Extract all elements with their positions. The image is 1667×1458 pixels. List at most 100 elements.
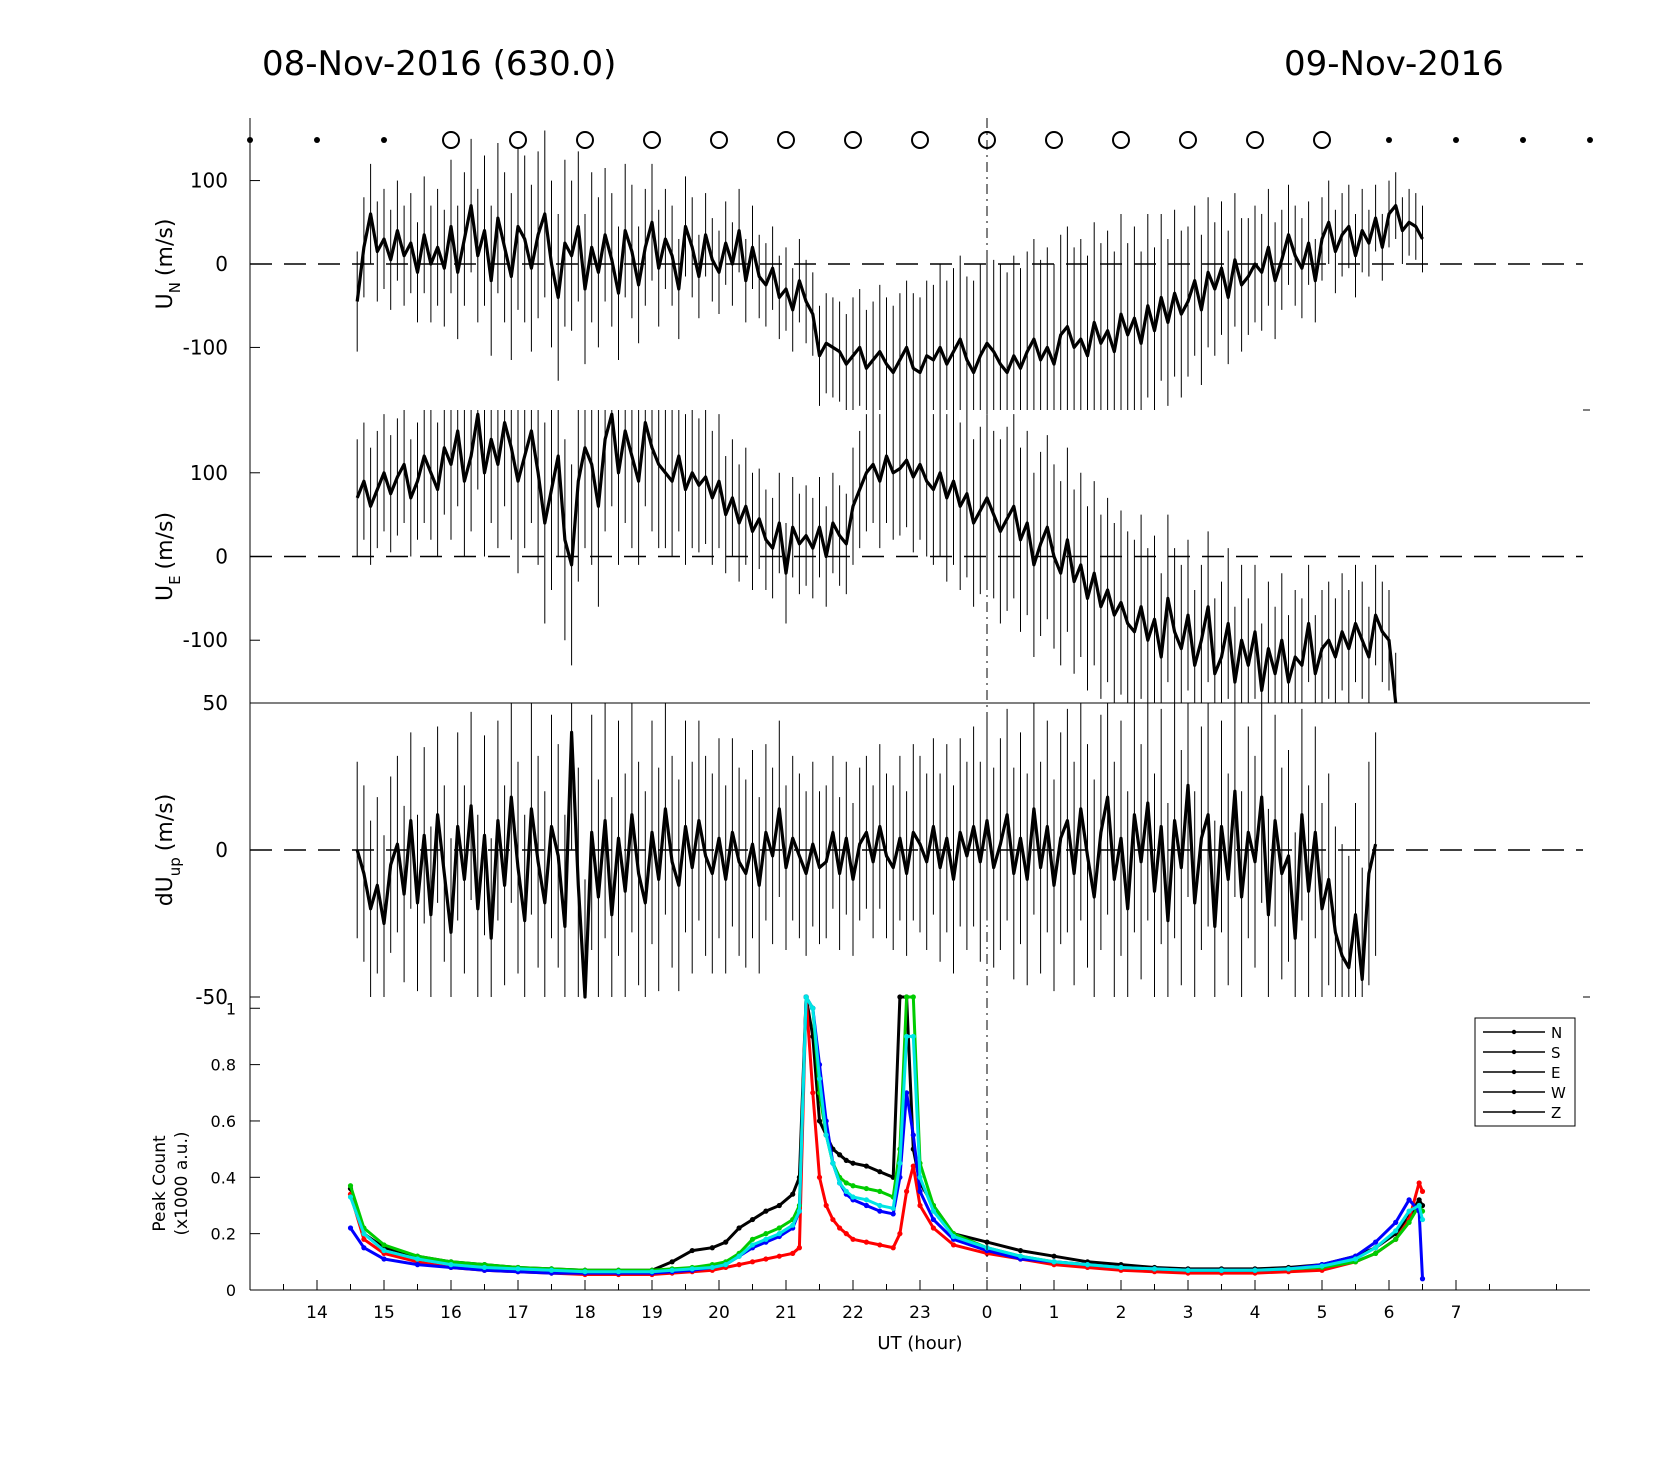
series-point-S <box>749 1259 756 1265</box>
series-point-Z <box>1017 1253 1024 1259</box>
series-point-E <box>776 1225 782 1231</box>
series-point-Z <box>615 1269 622 1275</box>
legend-label: N <box>1551 1024 1562 1042</box>
series-point-N <box>669 1259 675 1265</box>
series-point-N <box>790 1191 796 1197</box>
series-point-E <box>904 994 910 1000</box>
x-tick-label: 7 <box>1451 1303 1462 1323</box>
y-tick-label: 0 <box>215 252 228 276</box>
series-point-Z <box>381 1247 387 1254</box>
series-point-S <box>910 1163 916 1169</box>
legend-swatch-dot <box>1511 1069 1517 1075</box>
x-tick-label: 5 <box>1317 1303 1328 1323</box>
series-point-N <box>749 1216 756 1223</box>
series-point-N <box>897 994 903 1000</box>
series-point-N <box>877 1169 883 1175</box>
y-label-sub: N <box>166 282 184 293</box>
hour-circle-marker <box>442 131 460 149</box>
series-point-N <box>736 1225 742 1231</box>
y-label-sub: E <box>166 575 184 584</box>
series-point-E <box>1373 1250 1379 1256</box>
series-point-W <box>910 1132 916 1138</box>
series-point-S <box>790 1250 796 1256</box>
x-axis-label: UT (hour) <box>877 1333 962 1354</box>
x-tick-label: 23 <box>909 1303 931 1323</box>
series-point-N <box>837 1152 843 1158</box>
series-point-Z <box>763 1236 769 1242</box>
y-axis-label-unit: (x1000 a.u.) <box>172 1132 192 1236</box>
x-tick-label: 20 <box>708 1303 730 1323</box>
y-tick-label: 0.4 <box>211 1168 236 1187</box>
y-tick-label: 0 <box>226 1281 236 1300</box>
legend-swatch-dot <box>1511 1109 1517 1115</box>
series-point-Z <box>669 1267 675 1273</box>
series-point-Z <box>796 1208 803 1214</box>
hour-circle-marker <box>643 131 661 149</box>
series-point-Z <box>1393 1228 1399 1234</box>
hour-circle-marker <box>1313 131 1331 149</box>
series-point-Z <box>843 1188 849 1194</box>
y-axis-label: UN (m/s) <box>153 219 184 310</box>
series-point-Z <box>448 1262 454 1268</box>
series-point-Z <box>1185 1267 1191 1273</box>
hour-circle-marker <box>1179 131 1197 149</box>
series-point-E <box>1393 1236 1399 1242</box>
x-tick-label: 16 <box>440 1303 462 1323</box>
series-point-Z <box>1419 1216 1426 1223</box>
series-line-Z <box>349 995 1424 1274</box>
series-point-S <box>1416 1180 1422 1186</box>
y-label-unit: (m/s) <box>153 512 178 569</box>
x-tick-label: 3 <box>1183 1303 1194 1323</box>
y-axis-label: dUup (m/s) <box>153 794 184 907</box>
series-point-Z <box>347 1194 354 1200</box>
y-label-main: dU <box>153 876 178 906</box>
y-tick-label: -100 <box>183 335 228 359</box>
legend-swatch-dot <box>1511 1029 1517 1035</box>
series-point-Z <box>917 1174 923 1180</box>
y-axis-label: Peak Count <box>150 1135 170 1232</box>
series-point-Z <box>649 1269 655 1275</box>
series-point-S <box>823 1202 829 1209</box>
y-label-main: U <box>153 585 178 601</box>
series-point-N <box>776 1202 782 1209</box>
series-point-N <box>689 1247 695 1254</box>
series-point-S <box>850 1236 856 1242</box>
series-point-Z <box>904 1033 910 1040</box>
series-point-Z <box>736 1253 742 1259</box>
series-point-W <box>381 1256 387 1262</box>
series-point-Z <box>890 1205 896 1211</box>
series-point-E <box>877 1188 883 1194</box>
series-point-Z <box>1252 1267 1258 1273</box>
hour-dot-marker <box>381 137 387 143</box>
hour-dot-marker <box>1587 137 1593 143</box>
series-point-Z <box>950 1233 957 1240</box>
x-tick-label: 6 <box>1384 1303 1395 1323</box>
y-tick-label: 1 <box>226 999 236 1018</box>
series-point-Z <box>823 1132 829 1138</box>
series-point-W <box>361 1245 367 1251</box>
y-tick-label: 0.2 <box>211 1225 236 1244</box>
series-point-N <box>843 1157 849 1164</box>
right-date-title: 09-Nov-2016 <box>1284 44 1504 84</box>
hour-circle-marker <box>1246 131 1264 149</box>
series-point-Z <box>1118 1264 1124 1271</box>
y-tick-label: 50 <box>203 691 228 715</box>
legend-swatch-dot <box>1511 1049 1517 1055</box>
series-point-Z <box>515 1266 521 1272</box>
series-point-Z <box>723 1262 729 1268</box>
series-point-W <box>877 1208 883 1214</box>
series-line-W <box>349 995 1424 1279</box>
series-point-N <box>1416 1197 1422 1203</box>
series-point-S <box>796 1245 803 1251</box>
series-point-Z <box>897 1160 903 1166</box>
series-point-S <box>810 1090 816 1096</box>
un-wind-line <box>355 204 1424 375</box>
series-point-Z <box>816 1076 823 1082</box>
x-tick-label: 17 <box>507 1303 529 1323</box>
series-point-N <box>816 1118 823 1124</box>
series-point-Z <box>1084 1262 1091 1268</box>
y-axis-label: UE (m/s) <box>153 512 184 601</box>
series-point-N <box>850 1160 856 1166</box>
series-point-E <box>1406 1219 1412 1225</box>
